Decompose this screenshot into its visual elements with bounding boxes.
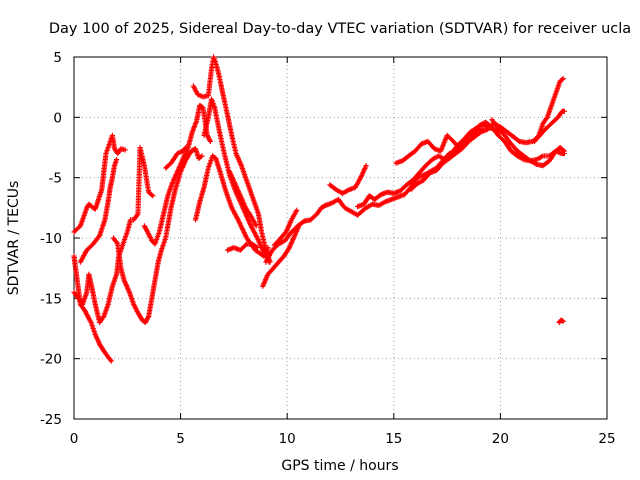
- data-point-markers: [192, 153, 271, 259]
- series-arc-11: [224, 241, 260, 253]
- x-tick-label: 5: [176, 431, 185, 447]
- x-axis-label: GPS time / hours: [281, 458, 398, 474]
- series-arc-5: [110, 146, 205, 326]
- chart-title: Day 100 of 2025, Sidereal Day-to-day VTE…: [49, 21, 631, 37]
- series-arc-2: [71, 144, 156, 326]
- data-point-markers: [271, 207, 300, 248]
- x-tick-label: 0: [70, 431, 79, 447]
- series-arc-22: [556, 317, 566, 326]
- x-tick-label: 10: [279, 431, 296, 447]
- series-arc-13: [260, 223, 302, 289]
- data-point-markers: [163, 144, 189, 171]
- y-tick-label: -15: [40, 291, 62, 307]
- y-tick-label: 5: [53, 50, 62, 66]
- data-point-markers: [531, 76, 566, 145]
- data-point-markers: [141, 102, 213, 247]
- plot-frame: [73, 56, 608, 420]
- series-arc-12: [227, 169, 259, 229]
- data-point-markers: [71, 144, 156, 326]
- data-marks: [71, 54, 567, 364]
- series-arc-16: [327, 163, 369, 196]
- series-arc-7: [163, 144, 189, 171]
- series-arc-21: [531, 76, 566, 145]
- data-point-markers: [110, 146, 205, 326]
- y-tick-label: -5: [49, 171, 62, 187]
- data-point-markers: [227, 169, 259, 229]
- data-point-markers: [556, 317, 566, 326]
- series-arc-17: [355, 125, 486, 210]
- data-point-markers: [77, 157, 120, 265]
- series-arc-4: [77, 157, 120, 265]
- series-arc-20: [489, 117, 567, 169]
- series-arc-8: [192, 153, 271, 259]
- data-point-markers: [260, 223, 302, 289]
- y-tick-label: -20: [40, 352, 62, 368]
- data-point-markers: [355, 125, 486, 210]
- data-point-markers: [190, 54, 273, 265]
- data-point-markers: [71, 132, 128, 235]
- data-point-markers: [489, 117, 567, 169]
- series-arc-6: [141, 102, 213, 247]
- axis-ticks: 0 5 10 15 20 25 5 0 -5 -10 -15 -20 -25: [40, 50, 616, 447]
- x-tick-label: 25: [598, 431, 615, 447]
- x-tick-label: 15: [385, 431, 402, 447]
- y-axis-label: SDTVAR / TECUs: [6, 181, 22, 296]
- series-arc-9: [190, 54, 273, 265]
- data-point-markers: [224, 241, 260, 253]
- series-arc-3: [71, 132, 128, 235]
- y-tick-label: -10: [40, 231, 62, 247]
- grid: [74, 57, 607, 419]
- x-tick-label: 20: [492, 431, 509, 447]
- data-point-markers: [327, 163, 369, 196]
- series-arc-15: [271, 207, 300, 248]
- y-tick-label: 0: [53, 110, 62, 126]
- y-tick-label: -25: [40, 412, 62, 428]
